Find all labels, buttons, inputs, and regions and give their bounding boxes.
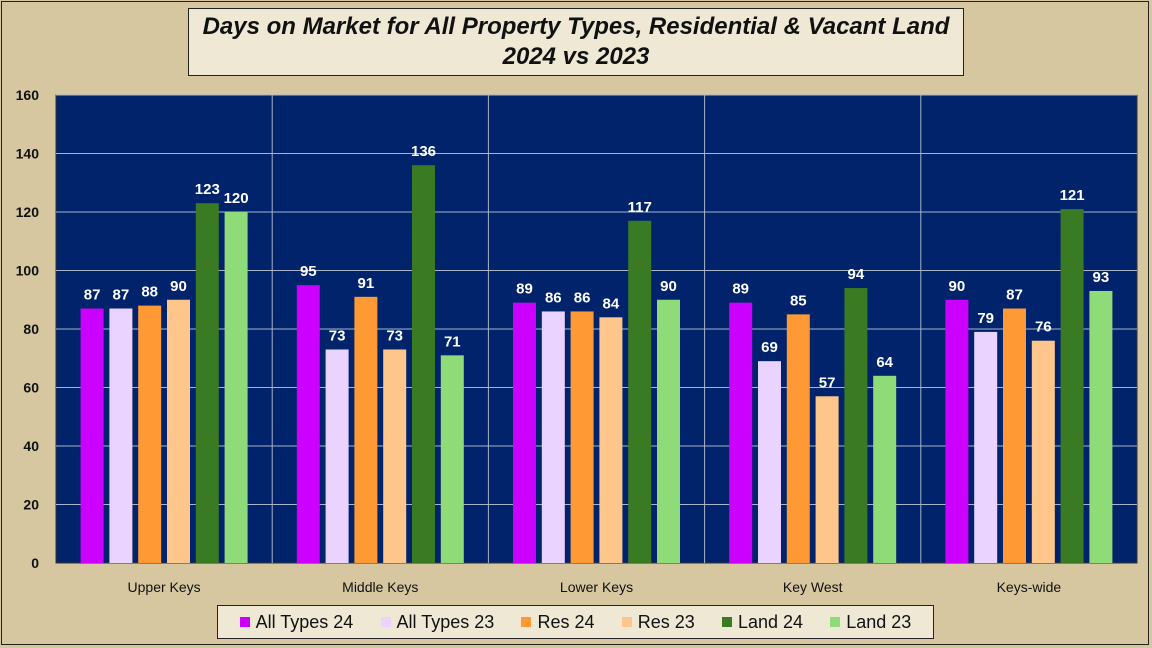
legend-swatch	[721, 617, 732, 627]
data-label: 89	[732, 281, 749, 298]
data-label: 95	[300, 263, 317, 280]
y-tick-label: 0	[31, 555, 39, 571]
bar	[786, 314, 810, 563]
data-label: 120	[224, 190, 249, 207]
data-label: 57	[819, 374, 836, 391]
legend-label: Res 23	[637, 611, 695, 632]
x-tick-label: Upper Keys	[128, 579, 201, 595]
bar	[974, 331, 998, 563]
legend-label: All Types 24	[255, 611, 354, 632]
data-label: 117	[628, 199, 652, 216]
data-label: 87	[84, 287, 101, 304]
legend-label: Land 24	[737, 611, 804, 632]
data-label: 88	[141, 284, 158, 301]
data-label: 121	[1060, 187, 1085, 204]
bar	[412, 165, 435, 563]
legend-item: Land 24	[721, 611, 804, 633]
legend-item: Land 23	[830, 612, 911, 633]
chart-legend: All Types 24 All Types 23 Res 24 Res 23 Land…	[217, 605, 934, 639]
y-tick-label: 100	[16, 263, 40, 279]
y-tick-label: 140	[16, 146, 40, 162]
bar	[570, 311, 594, 563]
y-tick-label: 60	[23, 380, 39, 396]
legend-item: Res 23	[621, 611, 695, 633]
y-tick-label: 120	[16, 204, 40, 220]
data-label: 123	[195, 181, 220, 198]
bar	[167, 299, 190, 563]
bar	[628, 220, 652, 563]
bar	[541, 311, 565, 563]
x-tick-label: Middle Keys	[342, 579, 418, 595]
bar	[138, 305, 162, 563]
y-tick-label: 20	[23, 497, 39, 513]
legend-label: All Types 23	[396, 611, 495, 632]
legend-swatch	[239, 617, 250, 627]
bar	[815, 396, 839, 563]
bar	[729, 302, 753, 563]
data-label: 87	[1006, 287, 1023, 304]
legend-swatch	[380, 617, 391, 627]
bar	[758, 361, 781, 563]
data-label: 91	[358, 275, 375, 292]
x-tick-label: Keys-wide	[997, 579, 1062, 595]
data-label: 76	[1035, 319, 1052, 336]
chart-title-line-1: Days on Market for All Property Types, R…	[202, 13, 950, 40]
legend-label: Res 24	[537, 611, 595, 632]
data-label: 73	[386, 327, 403, 344]
data-label: 90	[170, 278, 187, 295]
legend-item: All Types 24	[239, 611, 354, 633]
bar	[1031, 340, 1055, 563]
bar	[844, 288, 868, 563]
bar	[440, 355, 464, 563]
data-label: 87	[113, 287, 130, 304]
chart-title: Days on Market for All Property Types, R…	[188, 8, 964, 76]
bar	[80, 308, 104, 563]
bar	[195, 203, 219, 563]
data-label: 86	[574, 289, 591, 306]
bar	[224, 212, 248, 563]
data-label: 64	[876, 354, 893, 371]
data-label: 86	[545, 289, 562, 306]
bar	[383, 349, 407, 563]
bar	[513, 302, 536, 563]
bar	[109, 308, 133, 563]
data-label: 73	[329, 327, 346, 344]
bar	[1003, 308, 1026, 563]
chart-title-line-2: 2024 vs 2023	[502, 43, 650, 70]
x-tick-label: Key West	[783, 579, 843, 595]
bar	[657, 299, 680, 563]
bar	[325, 349, 349, 563]
legend-label: Land 23	[846, 611, 912, 632]
data-label: 89	[516, 281, 533, 298]
data-label: 69	[761, 339, 778, 356]
legend-swatch	[521, 617, 532, 627]
data-label: 94	[848, 266, 865, 283]
data-label: 79	[977, 310, 994, 327]
data-label: 93	[1093, 269, 1110, 286]
bar	[354, 296, 378, 563]
bar	[873, 375, 897, 563]
x-tick-label: Lower Keys	[560, 579, 633, 595]
bar	[599, 317, 623, 563]
data-label: 71	[444, 333, 461, 350]
data-label: 85	[790, 292, 807, 309]
bar	[1089, 290, 1113, 563]
data-label: 84	[603, 295, 620, 312]
y-tick-label: 40	[23, 438, 39, 454]
legend-item: All Types 23	[380, 611, 495, 633]
y-tick-label: 80	[23, 321, 39, 337]
legend-swatch	[830, 617, 841, 627]
data-label: 136	[411, 143, 436, 160]
data-label: 90	[949, 278, 966, 295]
bar	[945, 299, 969, 563]
bar	[296, 285, 320, 563]
bar	[1060, 209, 1084, 563]
data-label: 90	[660, 278, 677, 295]
legend-item: Res 24	[521, 611, 595, 633]
y-tick-label: 160	[16, 87, 40, 103]
legend-swatch	[621, 617, 632, 627]
